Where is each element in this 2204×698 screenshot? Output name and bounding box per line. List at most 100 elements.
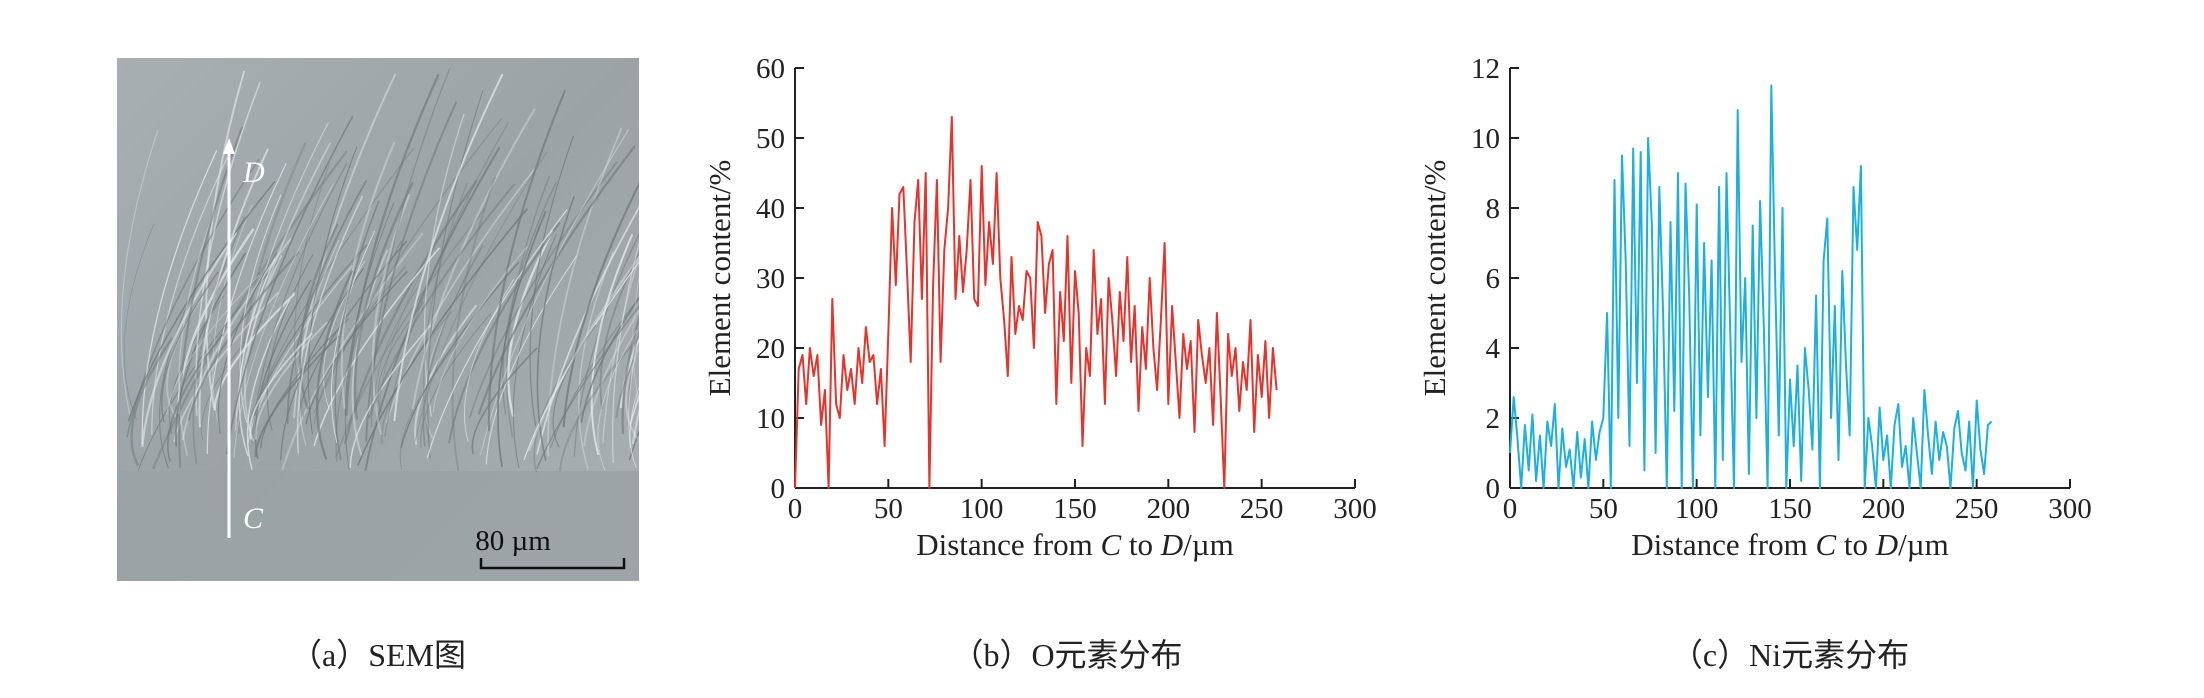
sem-streak [198, 148, 269, 428]
sem-streak [335, 208, 486, 458]
x-tick-label: 50 [1589, 493, 1618, 525]
sem-streak [468, 161, 618, 419]
scale-bar-label: 80 µm [475, 525, 551, 557]
x-tick-label: 300 [2048, 493, 2092, 525]
sem-streak [487, 89, 567, 431]
sem-streaks [120, 68, 639, 473]
sem-streak [166, 333, 224, 462]
sem-streak [632, 276, 639, 404]
y-tick-label: 50 [756, 123, 785, 155]
sem-streak [583, 309, 639, 447]
sem-streak [615, 348, 639, 418]
sem-streak [411, 108, 536, 410]
sem-streak [364, 146, 501, 472]
sem-streak [400, 261, 520, 448]
y-axis-label: Element content/% [702, 160, 737, 397]
sem-streak [343, 179, 478, 445]
sem-streak [423, 182, 468, 444]
sem-streak [205, 70, 246, 409]
sem-image: D C 80 µm [117, 58, 639, 581]
sem-streak [371, 193, 411, 435]
sem-streak [299, 223, 339, 410]
sem-streak [414, 151, 548, 442]
x-tick-label: 200 [1862, 493, 1906, 525]
ni-element-chart: 0 2 4 6 8 10 12 0 50 100 150 200 250 300 Distance from… [1417, 53, 2092, 562]
sem-streak [536, 196, 575, 461]
x-tick-label: 0 [1503, 493, 1518, 525]
scale-bar [479, 558, 626, 570]
o-element-chart: 0 10 20 30 40 50 60 0 50 100 150 200 250 300 Distance … [702, 53, 1377, 562]
x-axis-label: Distance from C to D/µm [1631, 527, 1949, 562]
x-tick-label: 300 [1333, 493, 1377, 525]
caption-b: （b）O元素分布 [951, 637, 1183, 673]
y-tick-label: 8 [1486, 193, 1501, 225]
sem-streak [479, 128, 630, 456]
sem-streak [298, 239, 340, 446]
sem-streak [334, 200, 380, 461]
sem-streak [233, 182, 335, 458]
sem-streak [432, 246, 528, 413]
sem-streak [471, 347, 538, 454]
y-tick-label: 30 [756, 263, 785, 295]
y-tick-label: 0 [771, 473, 786, 505]
sem-streak [159, 287, 196, 469]
sem-streak [213, 293, 296, 411]
sem-streak [137, 259, 281, 471]
sem-streak [212, 204, 253, 431]
sem-streak [578, 251, 615, 470]
sem-streak [628, 336, 639, 449]
sem-streak [141, 150, 218, 445]
sem-streak [625, 347, 639, 439]
sem-streak [427, 90, 484, 459]
sem-streak [349, 324, 432, 468]
x-axis-label: Distance from C to D/µm [916, 527, 1234, 562]
sem-streak [547, 127, 623, 457]
sem-streak [297, 240, 408, 416]
sem-streak [422, 244, 484, 447]
sem-streak [178, 209, 216, 457]
sem-streak [374, 287, 418, 431]
sem-streak [330, 230, 376, 444]
y-tick-label: 6 [1486, 263, 1501, 295]
sem-image-panel: D C 80 µm [117, 58, 639, 581]
sem-streak [597, 329, 638, 471]
caption-a: （a）SEM图 [289, 637, 467, 673]
sem-streak [130, 337, 174, 467]
y-tick-label: 60 [756, 53, 785, 85]
y-tick-label: 2 [1486, 403, 1501, 435]
sem-streak [166, 274, 260, 416]
sem-streak [426, 209, 568, 459]
series-line [794, 116, 1278, 489]
sem-streak [296, 195, 364, 454]
y-tick-label: 40 [756, 193, 785, 225]
sem-streak [266, 254, 314, 431]
caption-c: （c）Ni元素分布 [1670, 637, 1910, 673]
sem-streak [393, 73, 504, 422]
sem-streak [345, 73, 440, 416]
x-tick-label: 150 [1053, 493, 1097, 525]
sem-streak [246, 291, 295, 470]
y-tick-label: 0 [1486, 473, 1501, 505]
sem-streak [550, 296, 639, 449]
sem-streak [612, 241, 639, 464]
sem-streak [365, 101, 458, 442]
sem-streak [357, 208, 529, 466]
sem-streak [629, 386, 639, 468]
x-tick-label: 250 [1955, 493, 1999, 525]
sem-streak [313, 118, 502, 414]
sem-streak [237, 142, 307, 434]
sem-streak [353, 181, 414, 420]
y-tick-label: 4 [1486, 333, 1501, 365]
sem-streak [340, 141, 396, 409]
sem-streak [601, 254, 639, 444]
sem-streak [259, 317, 350, 449]
sem-streak [512, 233, 557, 469]
sem-streak [195, 81, 261, 416]
sem-streak [178, 126, 244, 468]
sem-streak [127, 180, 276, 422]
sem-streak [497, 210, 547, 468]
sem-streak [423, 113, 465, 417]
sem-streak [370, 68, 451, 427]
sem-streak [254, 335, 340, 458]
sem-streak [126, 158, 260, 438]
